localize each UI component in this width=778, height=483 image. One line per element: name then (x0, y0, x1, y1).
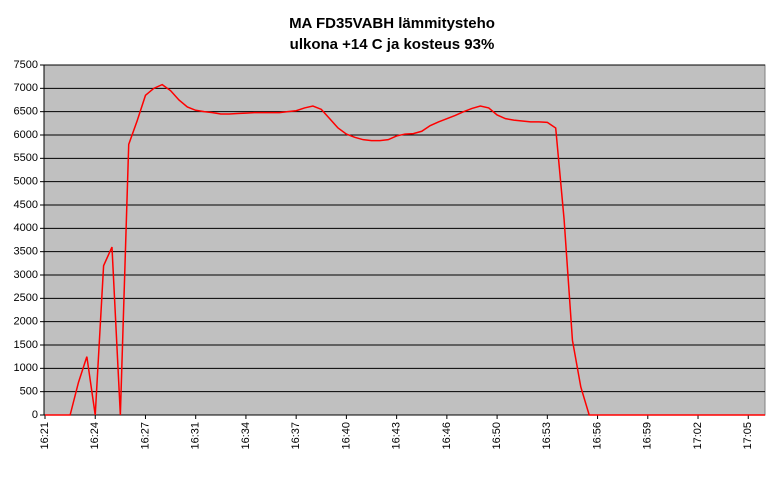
y-tick-label: 6500 (14, 106, 38, 118)
x-tick-label: 16:53 (541, 422, 553, 450)
x-tick-label: 16:34 (240, 422, 252, 450)
x-tick-label: 17:05 (742, 422, 754, 450)
y-tick-label: 2500 (14, 292, 38, 304)
y-tick-label: 500 (20, 386, 38, 398)
x-tick-label: 16:50 (491, 422, 503, 450)
y-tick-label: 6000 (14, 129, 38, 141)
y-tick-label: 3000 (14, 269, 38, 281)
x-tick-label: 16:46 (441, 422, 453, 450)
x-tick-label: 16:24 (89, 422, 101, 450)
y-tick-label: 1500 (14, 339, 38, 351)
x-tick-label: 16:21 (39, 422, 51, 450)
y-tick-label: 0 (32, 409, 38, 421)
y-tick-label: 3500 (14, 246, 38, 258)
y-tick-label: 1000 (14, 362, 38, 374)
x-tick-label: 16:27 (139, 422, 151, 450)
y-tick-label: 7000 (14, 82, 38, 94)
x-tick-label: 16:43 (391, 422, 403, 450)
data-line (45, 83, 765, 416)
y-tick-label: 7500 (14, 59, 38, 71)
chart-title: MA FD35VABH lämmitysteho (289, 15, 495, 32)
y-tick-label: 4500 (14, 199, 38, 211)
x-tick-label: 16:31 (190, 422, 202, 450)
x-tick-label: 16:56 (591, 422, 603, 450)
y-tick-label: 4000 (14, 222, 38, 234)
x-tick-label: 16:37 (290, 422, 302, 450)
plot-area (43, 64, 766, 416)
y-tick-label: 5500 (14, 152, 38, 164)
y-tick-label: 5000 (14, 176, 38, 188)
x-tick-label: 16:40 (340, 422, 352, 450)
y-tick-label: 2000 (14, 316, 38, 328)
x-tick-label: 17:02 (692, 422, 704, 450)
x-tick-label: 16:59 (642, 422, 654, 450)
chart-subtitle: ulkona +14 C ja kosteus 93% (290, 36, 495, 53)
